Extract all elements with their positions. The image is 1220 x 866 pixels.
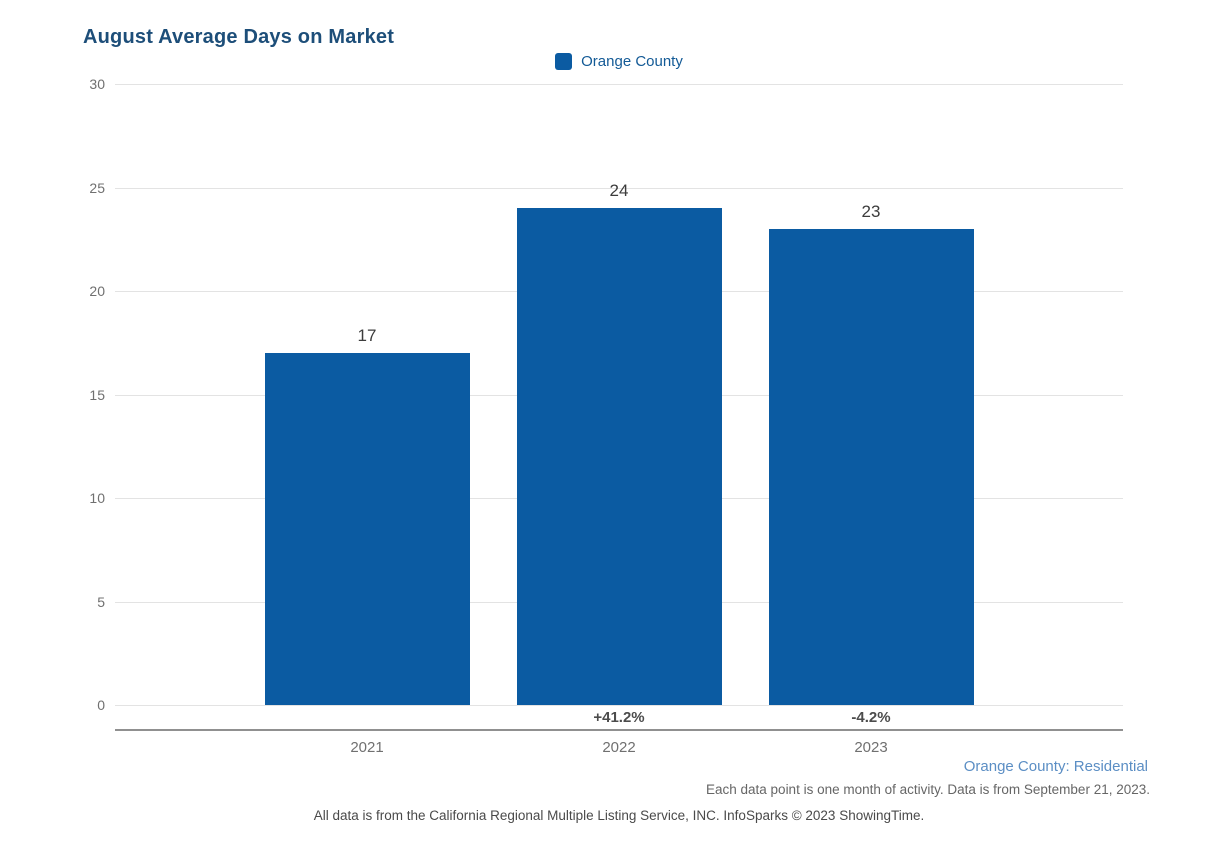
bar[interactable] — [264, 353, 470, 705]
pct-change-label: +41.2% — [593, 709, 645, 726]
y-axis-tick-label: 15 — [89, 386, 105, 403]
pct-change-label: -4.2% — [851, 709, 891, 726]
footer-region-label: Orange County: Residential — [963, 758, 1148, 775]
x-axis-tick-label: 2021 — [350, 739, 384, 756]
y-axis-tick-label: 25 — [89, 179, 105, 196]
footer-disclaimer: All data is from the California Regional… — [313, 808, 925, 823]
gridline — [115, 187, 1123, 189]
legend-label: Orange County — [581, 53, 683, 70]
bar-value-label: 23 — [861, 201, 881, 221]
y-axis-tick-label: 20 — [89, 283, 105, 299]
footer-note: Each data point is one month of activity… — [706, 782, 1150, 797]
y-axis-tick-label: 5 — [97, 593, 105, 610]
gridline — [115, 84, 1123, 85]
bar-value-label: 17 — [357, 326, 377, 346]
legend-swatch-icon — [555, 53, 573, 70]
x-axis-tick-label: 2023 — [854, 739, 888, 756]
y-axis-tick-label: 30 — [89, 76, 105, 92]
legend[interactable]: Orange County — [115, 53, 1123, 70]
y-axis-tick-label: 10 — [89, 490, 105, 506]
x-axis-tick-label: 2022 — [602, 739, 636, 756]
bar[interactable] — [768, 228, 974, 705]
bar[interactable] — [516, 208, 722, 705]
gridline — [115, 705, 1123, 706]
y-axis-tick-label: 0 — [97, 697, 105, 713]
bar-value-label: 24 — [609, 181, 629, 201]
x-axis-line — [115, 729, 1123, 731]
chart-title: August Average Days on Market — [83, 26, 395, 48]
